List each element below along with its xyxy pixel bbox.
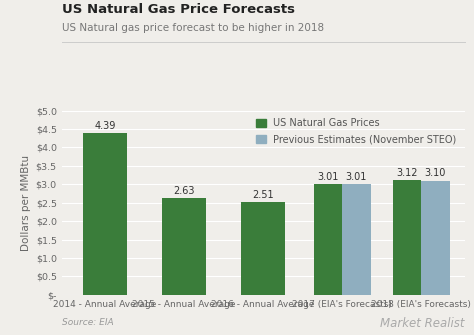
- Text: 3.01: 3.01: [346, 172, 367, 182]
- Text: 4.39: 4.39: [94, 121, 116, 131]
- Text: 3.12: 3.12: [396, 168, 418, 178]
- Bar: [421, 181, 449, 295]
- Bar: [83, 133, 127, 295]
- Bar: [314, 184, 342, 295]
- Text: US Natural gas price forecast to be higher in 2018: US Natural gas price forecast to be high…: [62, 23, 324, 34]
- Text: 3.10: 3.10: [425, 169, 446, 178]
- Text: US Natural Gas Price Forecasts: US Natural Gas Price Forecasts: [62, 3, 295, 16]
- Y-axis label: Dollars per MMBtu: Dollars per MMBtu: [21, 155, 31, 251]
- Bar: [392, 180, 421, 295]
- Text: Source: EIA: Source: EIA: [62, 318, 113, 327]
- Text: 3.01: 3.01: [317, 172, 338, 182]
- Text: 2.51: 2.51: [252, 190, 274, 200]
- Legend: US Natural Gas Prices, Previous Estimates (November STEO): US Natural Gas Prices, Previous Estimate…: [253, 116, 460, 147]
- Bar: [342, 184, 371, 295]
- Bar: [241, 202, 285, 295]
- Text: 2.63: 2.63: [173, 186, 195, 196]
- Text: Market Realist: Market Realist: [380, 317, 465, 330]
- Bar: [162, 198, 206, 295]
